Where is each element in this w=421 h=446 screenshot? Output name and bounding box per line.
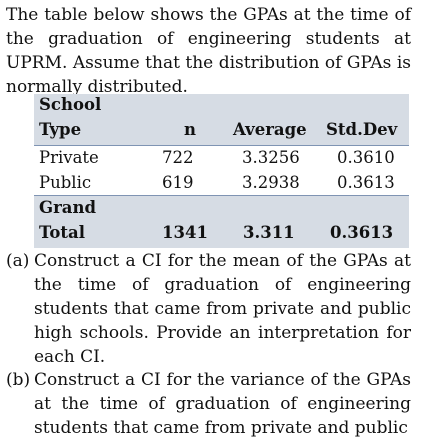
table-header-band [34, 94, 409, 146]
question-a: (a) Construct a CI for the mean of the G… [6, 249, 411, 369]
header-std-dev: Std.Dev [326, 120, 398, 139]
row-average: 3.3256 [242, 148, 300, 167]
total-label-line1: Grand [39, 198, 97, 217]
row-type: Private [39, 148, 99, 167]
total-n: 1341 [162, 223, 208, 242]
header-average: Average [233, 120, 307, 139]
question-a-label: (a) [6, 251, 30, 271]
intro-paragraph: The table below shows the GPAs at the ti… [6, 5, 411, 97]
total-label-line2: Total [39, 223, 85, 242]
gpa-table: School Type n Average Std.Dev Private 72… [34, 94, 409, 248]
table-total-band [34, 196, 409, 248]
question-b-label: (b) [6, 370, 31, 390]
header-type: Type [39, 120, 82, 139]
row-n: 722 [162, 148, 194, 167]
row-std-dev: 0.3613 [337, 173, 395, 192]
header-n: n [184, 120, 196, 139]
question-a-text: Construct a CI for the mean of the GPAs … [34, 251, 411, 367]
body-rule [34, 195, 409, 196]
question-b-text: Construct a CI for the variance of the G… [34, 370, 411, 438]
row-type: Public [39, 173, 92, 192]
total-std-dev: 0.3613 [330, 223, 394, 242]
row-n: 619 [162, 173, 194, 192]
header-school: School [39, 95, 102, 114]
row-std-dev: 0.3610 [337, 148, 395, 167]
header-rule [34, 145, 409, 146]
total-average: 3.311 [243, 223, 295, 242]
row-average: 3.2938 [242, 173, 300, 192]
question-b: (b) Construct a CI for the variance of t… [6, 368, 411, 440]
